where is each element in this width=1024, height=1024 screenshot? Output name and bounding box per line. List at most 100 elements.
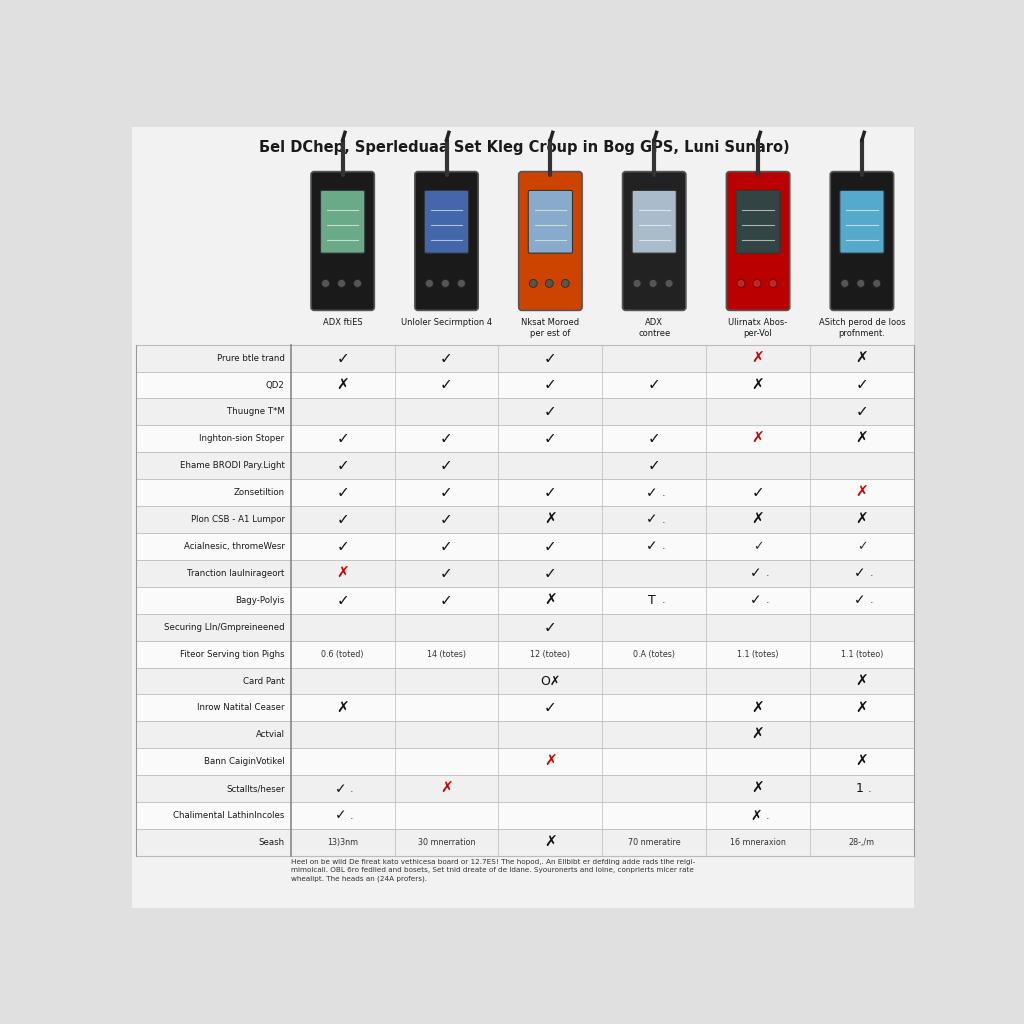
- Text: ✓: ✓: [336, 539, 349, 554]
- Text: 1.1 (totes): 1.1 (totes): [737, 649, 779, 658]
- Text: ✗: ✗: [752, 512, 765, 527]
- Text: ✗: ✗: [752, 350, 765, 366]
- Text: ·: ·: [350, 786, 353, 797]
- Text: 0.A (totes): 0.A (totes): [633, 649, 675, 658]
- Text: Ehame BRODI Pary.Light: Ehame BRODI Pary.Light: [179, 461, 285, 470]
- Text: ✗: ✗: [752, 727, 765, 742]
- Bar: [136, 802, 913, 829]
- Text: Unloler Secirmption 4: Unloler Secirmption 4: [401, 318, 493, 328]
- Bar: [136, 641, 913, 668]
- Text: Thuugne T*M: Thuugne T*M: [226, 408, 285, 417]
- Text: 1: 1: [856, 782, 863, 796]
- Text: ✓: ✓: [544, 350, 557, 366]
- Text: ✓: ✓: [336, 593, 349, 608]
- Bar: [136, 372, 913, 398]
- Bar: [136, 694, 913, 721]
- Text: 28-,/m: 28-,/m: [849, 838, 874, 847]
- Text: Nksat Moroed
per est of: Nksat Moroed per est of: [521, 318, 580, 338]
- Text: 30 mnerration: 30 mnerration: [418, 838, 475, 847]
- Text: Card Pant: Card Pant: [243, 677, 285, 685]
- Text: ✓: ✓: [544, 700, 557, 716]
- Text: ✓: ✓: [648, 378, 660, 392]
- FancyBboxPatch shape: [519, 172, 582, 310]
- Circle shape: [649, 280, 657, 288]
- Text: ·: ·: [766, 814, 769, 823]
- Circle shape: [338, 280, 345, 288]
- Text: Бel DChep, Sperleduaa Set Kleg Croup in Bog GPS, Luni Sunaro): Бel DChep, Sperleduaa Set Kleg Croup in …: [259, 140, 791, 155]
- Bar: [136, 345, 913, 372]
- Bar: [136, 613, 913, 641]
- FancyBboxPatch shape: [623, 172, 686, 310]
- Text: T: T: [648, 594, 655, 607]
- Text: ✓: ✓: [648, 458, 660, 473]
- Text: ·: ·: [662, 545, 666, 555]
- Text: Acialnesic, thromeWesr: Acialnesic, thromeWesr: [183, 542, 285, 551]
- Circle shape: [872, 280, 881, 288]
- Text: Tranction laulnirageort: Tranction laulnirageort: [187, 569, 285, 578]
- Bar: [136, 587, 913, 613]
- FancyBboxPatch shape: [632, 190, 676, 253]
- Text: ✗: ✗: [855, 700, 868, 716]
- Text: ✗: ✗: [752, 378, 765, 392]
- Circle shape: [769, 280, 777, 288]
- Text: ·: ·: [662, 517, 666, 527]
- Text: ✓: ✓: [335, 809, 346, 822]
- Text: ✗: ✗: [336, 566, 349, 581]
- Circle shape: [753, 280, 761, 288]
- Text: 0.6 (toted): 0.6 (toted): [322, 649, 364, 658]
- Text: ✓: ✓: [336, 350, 349, 366]
- Text: O✗: O✗: [541, 675, 560, 687]
- Text: ✓: ✓: [440, 431, 453, 446]
- Text: ✗: ✗: [544, 512, 557, 527]
- Text: ·: ·: [766, 571, 769, 582]
- Bar: [136, 775, 913, 802]
- Circle shape: [529, 280, 538, 288]
- Text: ✓: ✓: [857, 540, 867, 553]
- Text: ✓: ✓: [440, 458, 453, 473]
- Text: 14 (totes): 14 (totes): [427, 649, 466, 658]
- Text: ✓: ✓: [752, 485, 765, 500]
- Text: ✗: ✗: [336, 378, 349, 392]
- Text: Fiteor Serving tion Pighs: Fiteor Serving tion Pighs: [180, 649, 285, 658]
- Circle shape: [353, 280, 361, 288]
- Text: Plon CSB - A1 Lumpor: Plon CSB - A1 Lumpor: [190, 515, 285, 524]
- Text: ✓: ✓: [648, 431, 660, 446]
- Text: Inrow Natital Ceaser: Inrow Natital Ceaser: [197, 703, 285, 713]
- Text: ✗: ✗: [544, 755, 557, 769]
- Bar: [136, 479, 913, 506]
- Circle shape: [633, 280, 641, 288]
- Text: ✓: ✓: [440, 512, 453, 527]
- Text: Prure btle trand: Prure btle trand: [217, 353, 285, 362]
- Text: Chalimental Lathinlncoles: Chalimental Lathinlncoles: [173, 811, 285, 820]
- Text: ✓: ✓: [440, 485, 453, 500]
- Circle shape: [561, 280, 569, 288]
- Circle shape: [841, 280, 849, 288]
- Text: Ulirnatx Abos-
per-Vol: Ulirnatx Abos- per-Vol: [728, 318, 787, 338]
- Text: ✓: ✓: [336, 458, 349, 473]
- Text: ✓: ✓: [753, 540, 763, 553]
- Text: ✗: ✗: [855, 485, 868, 500]
- Bar: [136, 453, 913, 479]
- FancyBboxPatch shape: [736, 190, 780, 253]
- Text: ·: ·: [869, 598, 873, 608]
- Text: ✓: ✓: [646, 485, 657, 500]
- Circle shape: [458, 280, 465, 288]
- Text: Bann CaiginVotikel: Bann CaiginVotikel: [204, 757, 285, 766]
- Text: Sctallts/heser: Sctallts/heser: [226, 784, 285, 794]
- Text: ✓: ✓: [440, 350, 453, 366]
- FancyBboxPatch shape: [415, 172, 478, 310]
- Text: ✗: ✗: [855, 674, 868, 688]
- Text: QD2: QD2: [265, 381, 285, 389]
- Text: ·: ·: [662, 598, 666, 608]
- Text: ·: ·: [350, 814, 353, 823]
- Bar: [136, 668, 913, 694]
- Text: ✓: ✓: [544, 378, 557, 392]
- Text: Inghton-sion Stoper: Inghton-sion Stoper: [200, 434, 285, 443]
- Text: ✗: ✗: [752, 700, 765, 716]
- FancyBboxPatch shape: [726, 172, 790, 310]
- Text: ✓: ✓: [544, 485, 557, 500]
- Text: ✗: ✗: [855, 512, 868, 527]
- Text: 12 (toteo): 12 (toteo): [530, 649, 570, 658]
- Text: ✗: ✗: [855, 431, 868, 446]
- Text: Securing LIn/Gmpreineened: Securing LIn/Gmpreineened: [164, 623, 285, 632]
